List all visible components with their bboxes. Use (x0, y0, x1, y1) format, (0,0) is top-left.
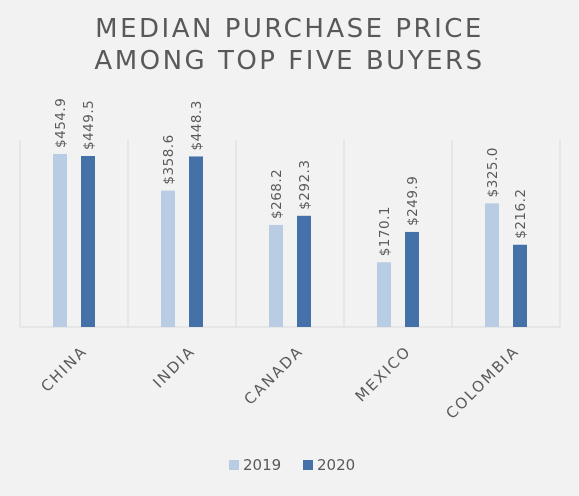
legend-label-2019: 2019 (243, 456, 281, 474)
data-label-2020-canada: $292.3 (297, 160, 313, 210)
bar-2020-india (189, 156, 203, 327)
data-label-2019-colombia: $325.0 (485, 147, 501, 197)
category-label-mexico: MEXICO (352, 342, 415, 405)
bar-2020-canada (297, 215, 311, 327)
bar-2019-colombia (485, 203, 499, 327)
bar-2019-canada (269, 224, 283, 327)
data-label-2020-colombia: $216.2 (513, 189, 529, 239)
bar-2019-china (53, 153, 67, 327)
data-label-2019-china: $454.9 (53, 98, 69, 148)
data-label-2020-china: $449.5 (81, 100, 97, 150)
data-label-2020-india: $448.3 (189, 100, 205, 150)
bar-2020-colombia (513, 244, 527, 327)
data-label-2019-canada: $268.2 (269, 169, 285, 219)
chart-title-line-1: MEDIAN PURCHASE PRICE (95, 14, 484, 44)
bar-2019-mexico (377, 262, 391, 327)
category-label-india: INDIA (149, 342, 198, 391)
bar-2020-mexico (405, 231, 419, 327)
category-label-colombia: COLOMBIA (442, 342, 522, 422)
data-label-2019-india: $358.6 (161, 134, 177, 184)
legend-label-2020: 2020 (317, 456, 355, 474)
legend-swatch-2019 (229, 460, 239, 470)
data-label-2019-mexico: $170.1 (377, 206, 393, 256)
chart-title-line-2: AMONG TOP FIVE BUYERS (94, 46, 485, 76)
bar-2020-china (81, 155, 95, 327)
bar-2019-india (161, 190, 175, 327)
category-label-china: CHINA (37, 342, 91, 396)
category-label-canada: CANADA (241, 342, 307, 408)
data-label-2020-mexico: $249.9 (405, 176, 421, 226)
legend-swatch-2020 (303, 460, 313, 470)
